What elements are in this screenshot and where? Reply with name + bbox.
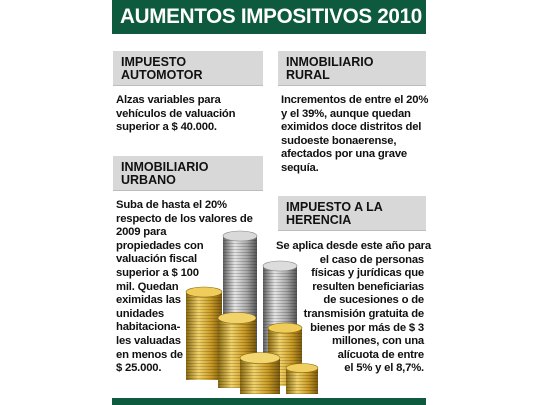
label-line: INMOBILIARIO (121, 160, 209, 174)
text-line: en menos de (116, 348, 183, 361)
text-line: eximidas las (116, 294, 181, 307)
label-line: URBANO (121, 173, 176, 187)
section-text-urbano: Suba de hasta el 20% respecto de los val… (116, 199, 253, 376)
section-label-automotor: IMPUESTO AUTOMOTOR (113, 51, 263, 86)
page-title: AUMENTOS IMPOSITIVOS 2010 (112, 0, 426, 34)
text-line: físicas y jurídicas que (311, 267, 424, 280)
text-line: el 5% y el 8,7%. (344, 362, 424, 375)
text-line: alícuota de entre (337, 348, 425, 361)
text-line: unidades (116, 307, 164, 320)
text-line: 2009 para (116, 226, 167, 239)
text-line: vehículos de valuación (116, 107, 236, 120)
label-line: IMPUESTO A LA (286, 200, 383, 214)
text-line: transmisión gratuita de (303, 307, 425, 320)
text-line: bienes por más de $ 3 (310, 321, 424, 334)
section-text-herencia: Se aplica desde este año para el caso de… (276, 240, 431, 376)
text-line: Incrementos de entre el 20% (281, 94, 429, 106)
page-title-text: AUMENTOS IMPOSITIVOS 2010 (120, 5, 422, 28)
label-line: RURAL (286, 68, 330, 82)
section-label-rural: INMOBILIARIO RURAL (278, 51, 426, 86)
text-line: de sucesiones o de (323, 294, 424, 307)
text-line: habitaciona- (116, 321, 181, 334)
text-line: y el 39%, aunque quedan (281, 107, 411, 120)
text-line: Suba de hasta el 20% (116, 199, 227, 211)
text-line: propiedades con (116, 239, 204, 252)
text-line: millones, con una (331, 335, 424, 348)
text-line: sequía. (281, 161, 319, 174)
section-text-rural: Incrementos de entre el 20% y el 39%, au… (281, 94, 428, 176)
text-line: Se aplica desde este año para (276, 240, 431, 252)
text-line: superior a $ 100 (116, 266, 199, 279)
bottom-bar (112, 398, 426, 405)
text-line: el caso de personas (319, 253, 424, 266)
text-line: valuación fiscal (116, 253, 197, 266)
section-label-herencia: IMPUESTO A LA HERENCIA (278, 196, 426, 231)
text-line: afectados por una grave (281, 148, 407, 161)
label-line: INMOBILIARIO (286, 55, 374, 69)
text-line: superior a $ 40.000. (116, 121, 217, 134)
text-line: respecto de los valores de (116, 212, 253, 225)
label-line: HERENCIA (286, 213, 352, 227)
gold-stack-left (185, 286, 223, 380)
label-line: IMPUESTO (121, 55, 187, 69)
label-line: AUTOMOTOR (121, 68, 203, 82)
text-line: $ 25.000. (116, 362, 162, 375)
coin-stacks-icon (185, 230, 319, 394)
gold-stack-front (239, 352, 281, 394)
section-text-automotor: Alzas variables para vehículos de valuac… (116, 94, 235, 135)
text-line: resulten beneficiarias (312, 280, 424, 293)
text-line: mil. Quedan (116, 280, 179, 293)
text-line: eximidos doce distritos del (281, 121, 422, 134)
gold-stack-front-right (285, 363, 319, 394)
text-line: les valuadas (116, 334, 181, 347)
text-line: sudoeste bonaerense, (281, 134, 397, 147)
text-line: Alzas variables para (116, 94, 221, 106)
section-label-urbano: INMOBILIARIO URBANO (113, 156, 263, 191)
